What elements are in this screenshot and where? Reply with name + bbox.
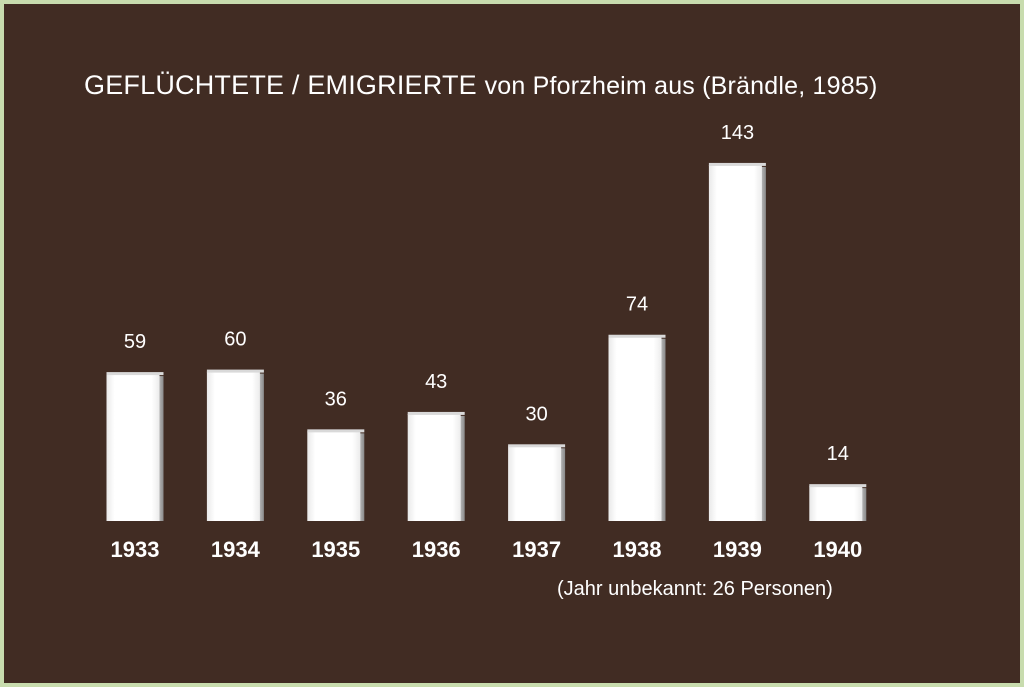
bar-top-1937 <box>508 444 566 448</box>
bar-top-1935 <box>307 429 365 433</box>
value-label-1940: 14 <box>827 443 849 465</box>
bar-side-1937 <box>560 448 566 521</box>
value-label-1934: 60 <box>224 329 246 351</box>
bar-side-1935 <box>359 433 365 521</box>
category-label-1939: 1939 <box>713 537 762 562</box>
bar-side-1936 <box>459 415 465 521</box>
value-label-1935: 36 <box>325 388 347 410</box>
value-label-1937: 30 <box>525 403 547 425</box>
category-label-1936: 1936 <box>412 537 461 562</box>
bar-1940 <box>809 486 863 521</box>
category-label-1940: 1940 <box>813 537 862 562</box>
category-label-1934: 1934 <box>211 537 261 562</box>
bar-1936 <box>407 413 461 521</box>
chart-frame <box>4 4 1020 683</box>
unknown-year-note: (Jahr unbekannt: 26 Personen) <box>557 578 833 600</box>
category-label-1938: 1938 <box>613 537 662 562</box>
bar-1939 <box>708 164 762 521</box>
category-labels-group: 1933 1934 1935 1936 1937 1938 1939 1940 <box>111 537 863 562</box>
category-label-1935: 1935 <box>311 537 360 562</box>
bars-group <box>106 162 867 521</box>
category-label-1933: 1933 <box>111 537 160 562</box>
bar-top-1938 <box>608 334 666 338</box>
bar-side-1933 <box>158 376 164 521</box>
value-label-1936: 43 <box>425 371 447 393</box>
bar-top-1936 <box>407 411 465 415</box>
bar-1934 <box>206 371 260 521</box>
value-label-1939: 143 <box>721 122 754 144</box>
bar-side-1939 <box>760 166 766 521</box>
bar-1937 <box>508 446 562 521</box>
bar-side-1938 <box>660 338 666 521</box>
bar-side-1934 <box>258 373 264 521</box>
chart-title: GEFLÜCHTETE / EMIGRIERTE von Pforzheim a… <box>84 70 877 101</box>
bar-top-1940 <box>809 484 867 488</box>
value-label-1938: 74 <box>626 294 648 316</box>
category-label-1937: 1937 <box>512 537 561 562</box>
title-main: GEFLÜCHTETE / EMIGRIERTE <box>84 70 477 100</box>
bar-1935 <box>307 431 361 521</box>
bar-1938 <box>608 336 662 521</box>
value-label-1933: 59 <box>124 331 146 353</box>
bar-1933 <box>106 374 160 521</box>
bar-top-1933 <box>106 372 164 376</box>
value-labels-group: 59 60 36 43 30 74 143 14 <box>124 122 849 465</box>
bar-top-1939 <box>708 162 766 166</box>
bar-side-1940 <box>861 488 867 521</box>
bar-top-1934 <box>206 369 264 373</box>
title-sub: von Pforzheim aus (Brändle, 1985) <box>484 72 878 100</box>
